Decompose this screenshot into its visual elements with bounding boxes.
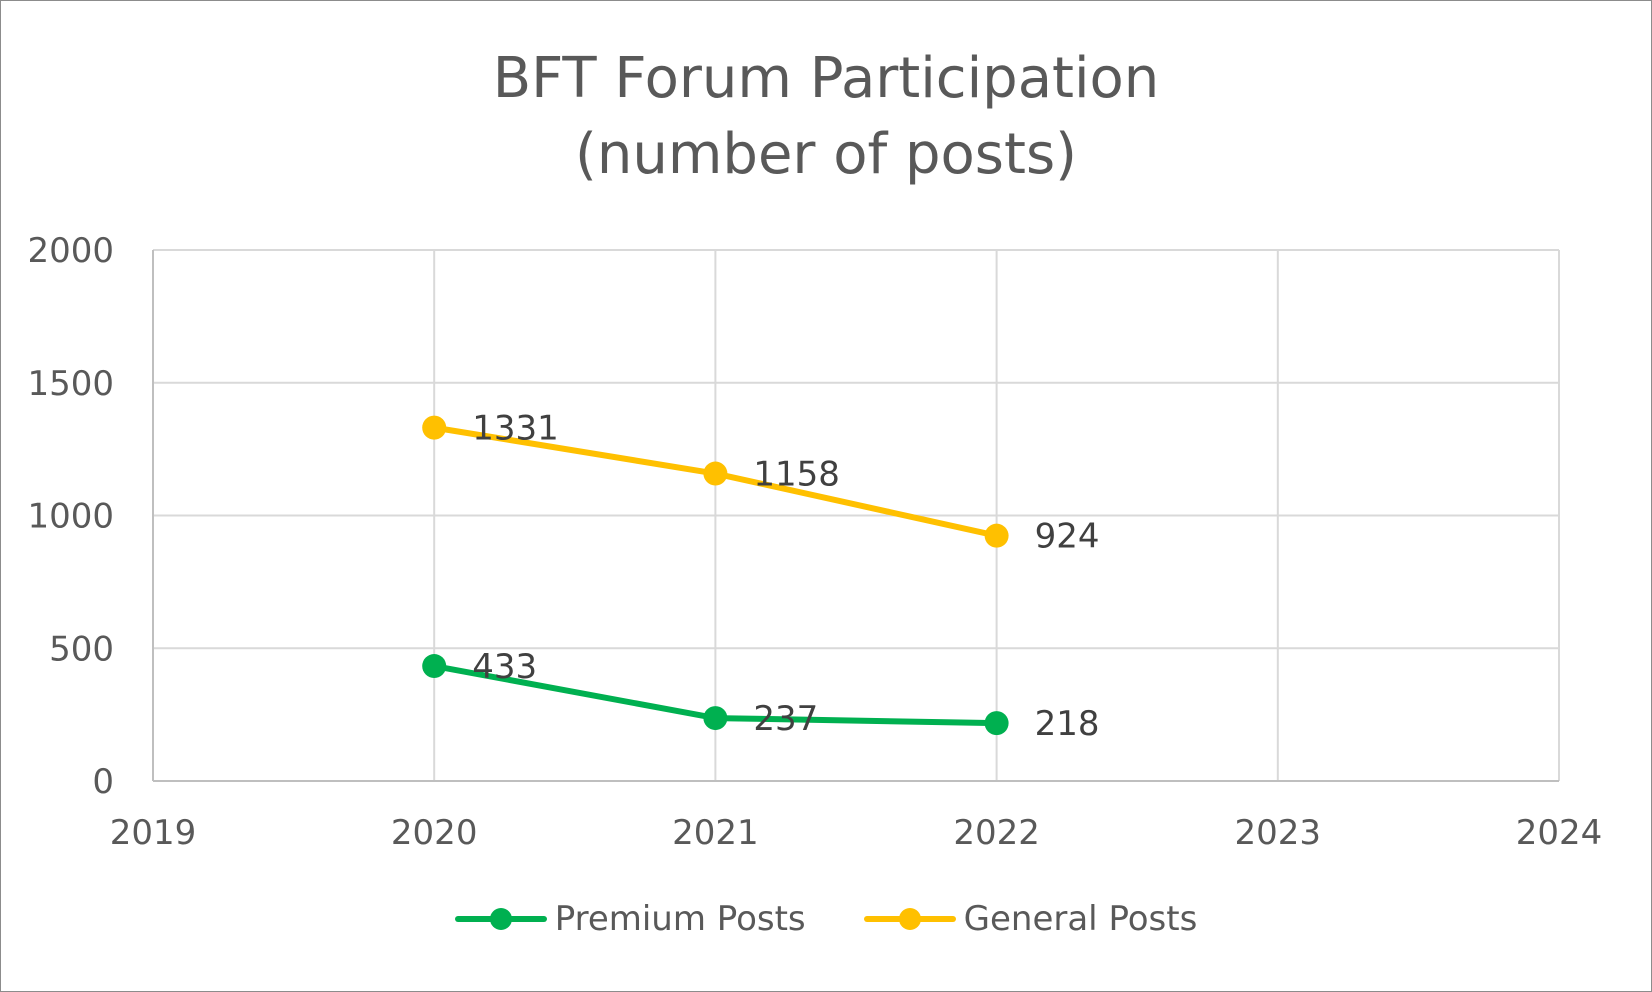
axes: 0 500 1000 1500 2000 2019 2020 2021 2022 2023 2024 [27,231,1602,853]
data-label-premium-posts-2022: 218 [1035,704,1100,744]
data-label-premium-posts-2021: 237 [753,699,818,739]
data-label-general-posts-2021: 1158 [753,455,840,495]
x-tick-label-2020: 2020 [391,813,478,853]
data-point-premium-posts-2022 [984,711,1009,736]
y-tick-label-1000: 1000 [27,497,114,537]
data-label-general-posts-2022: 924 [1035,517,1100,557]
data-series [422,415,1009,736]
x-tick-label-2022: 2022 [953,813,1040,853]
x-tick-label-2023: 2023 [1235,813,1322,853]
data-labels: 433 237 218 1331 1158 924 [472,409,1099,745]
legend-item-premium-posts[interactable]: Premium Posts [454,899,806,939]
y-tick-label-500: 500 [49,629,114,669]
legend-label-premium-posts: Premium Posts [554,899,806,939]
data-point-general-posts-2021 [703,461,728,486]
y-tick-label-2000: 2000 [27,231,114,271]
legend-item-general-posts[interactable]: General Posts [863,899,1198,939]
legend-label-general-posts: General Posts [963,899,1198,939]
y-tick-label-1500: 1500 [27,364,114,404]
data-label-premium-posts-2020: 433 [472,647,537,687]
data-point-general-posts-2020 [422,415,447,440]
y-tick-label-0: 0 [92,762,114,802]
x-tick-label-2024: 2024 [1516,813,1603,853]
data-point-premium-posts-2020 [422,654,447,679]
legend-marker-premium-posts [454,907,547,931]
chart-title: BFT Forum Participation (number of posts… [1,41,1651,193]
chart-legend: Premium Posts General Posts [1,899,1651,939]
chart-title-line-1: BFT Forum Participation [492,46,1160,111]
x-tick-label-2019: 2019 [110,813,197,853]
legend-marker-general-posts [863,907,956,931]
grid-lines [153,249,1560,781]
x-tick-label-2021: 2021 [672,813,759,853]
data-point-premium-posts-2021 [703,706,728,731]
data-label-general-posts-2020: 1331 [472,409,559,449]
chart-title-line-2: (number of posts) [575,122,1077,187]
data-point-general-posts-2022 [984,523,1009,548]
